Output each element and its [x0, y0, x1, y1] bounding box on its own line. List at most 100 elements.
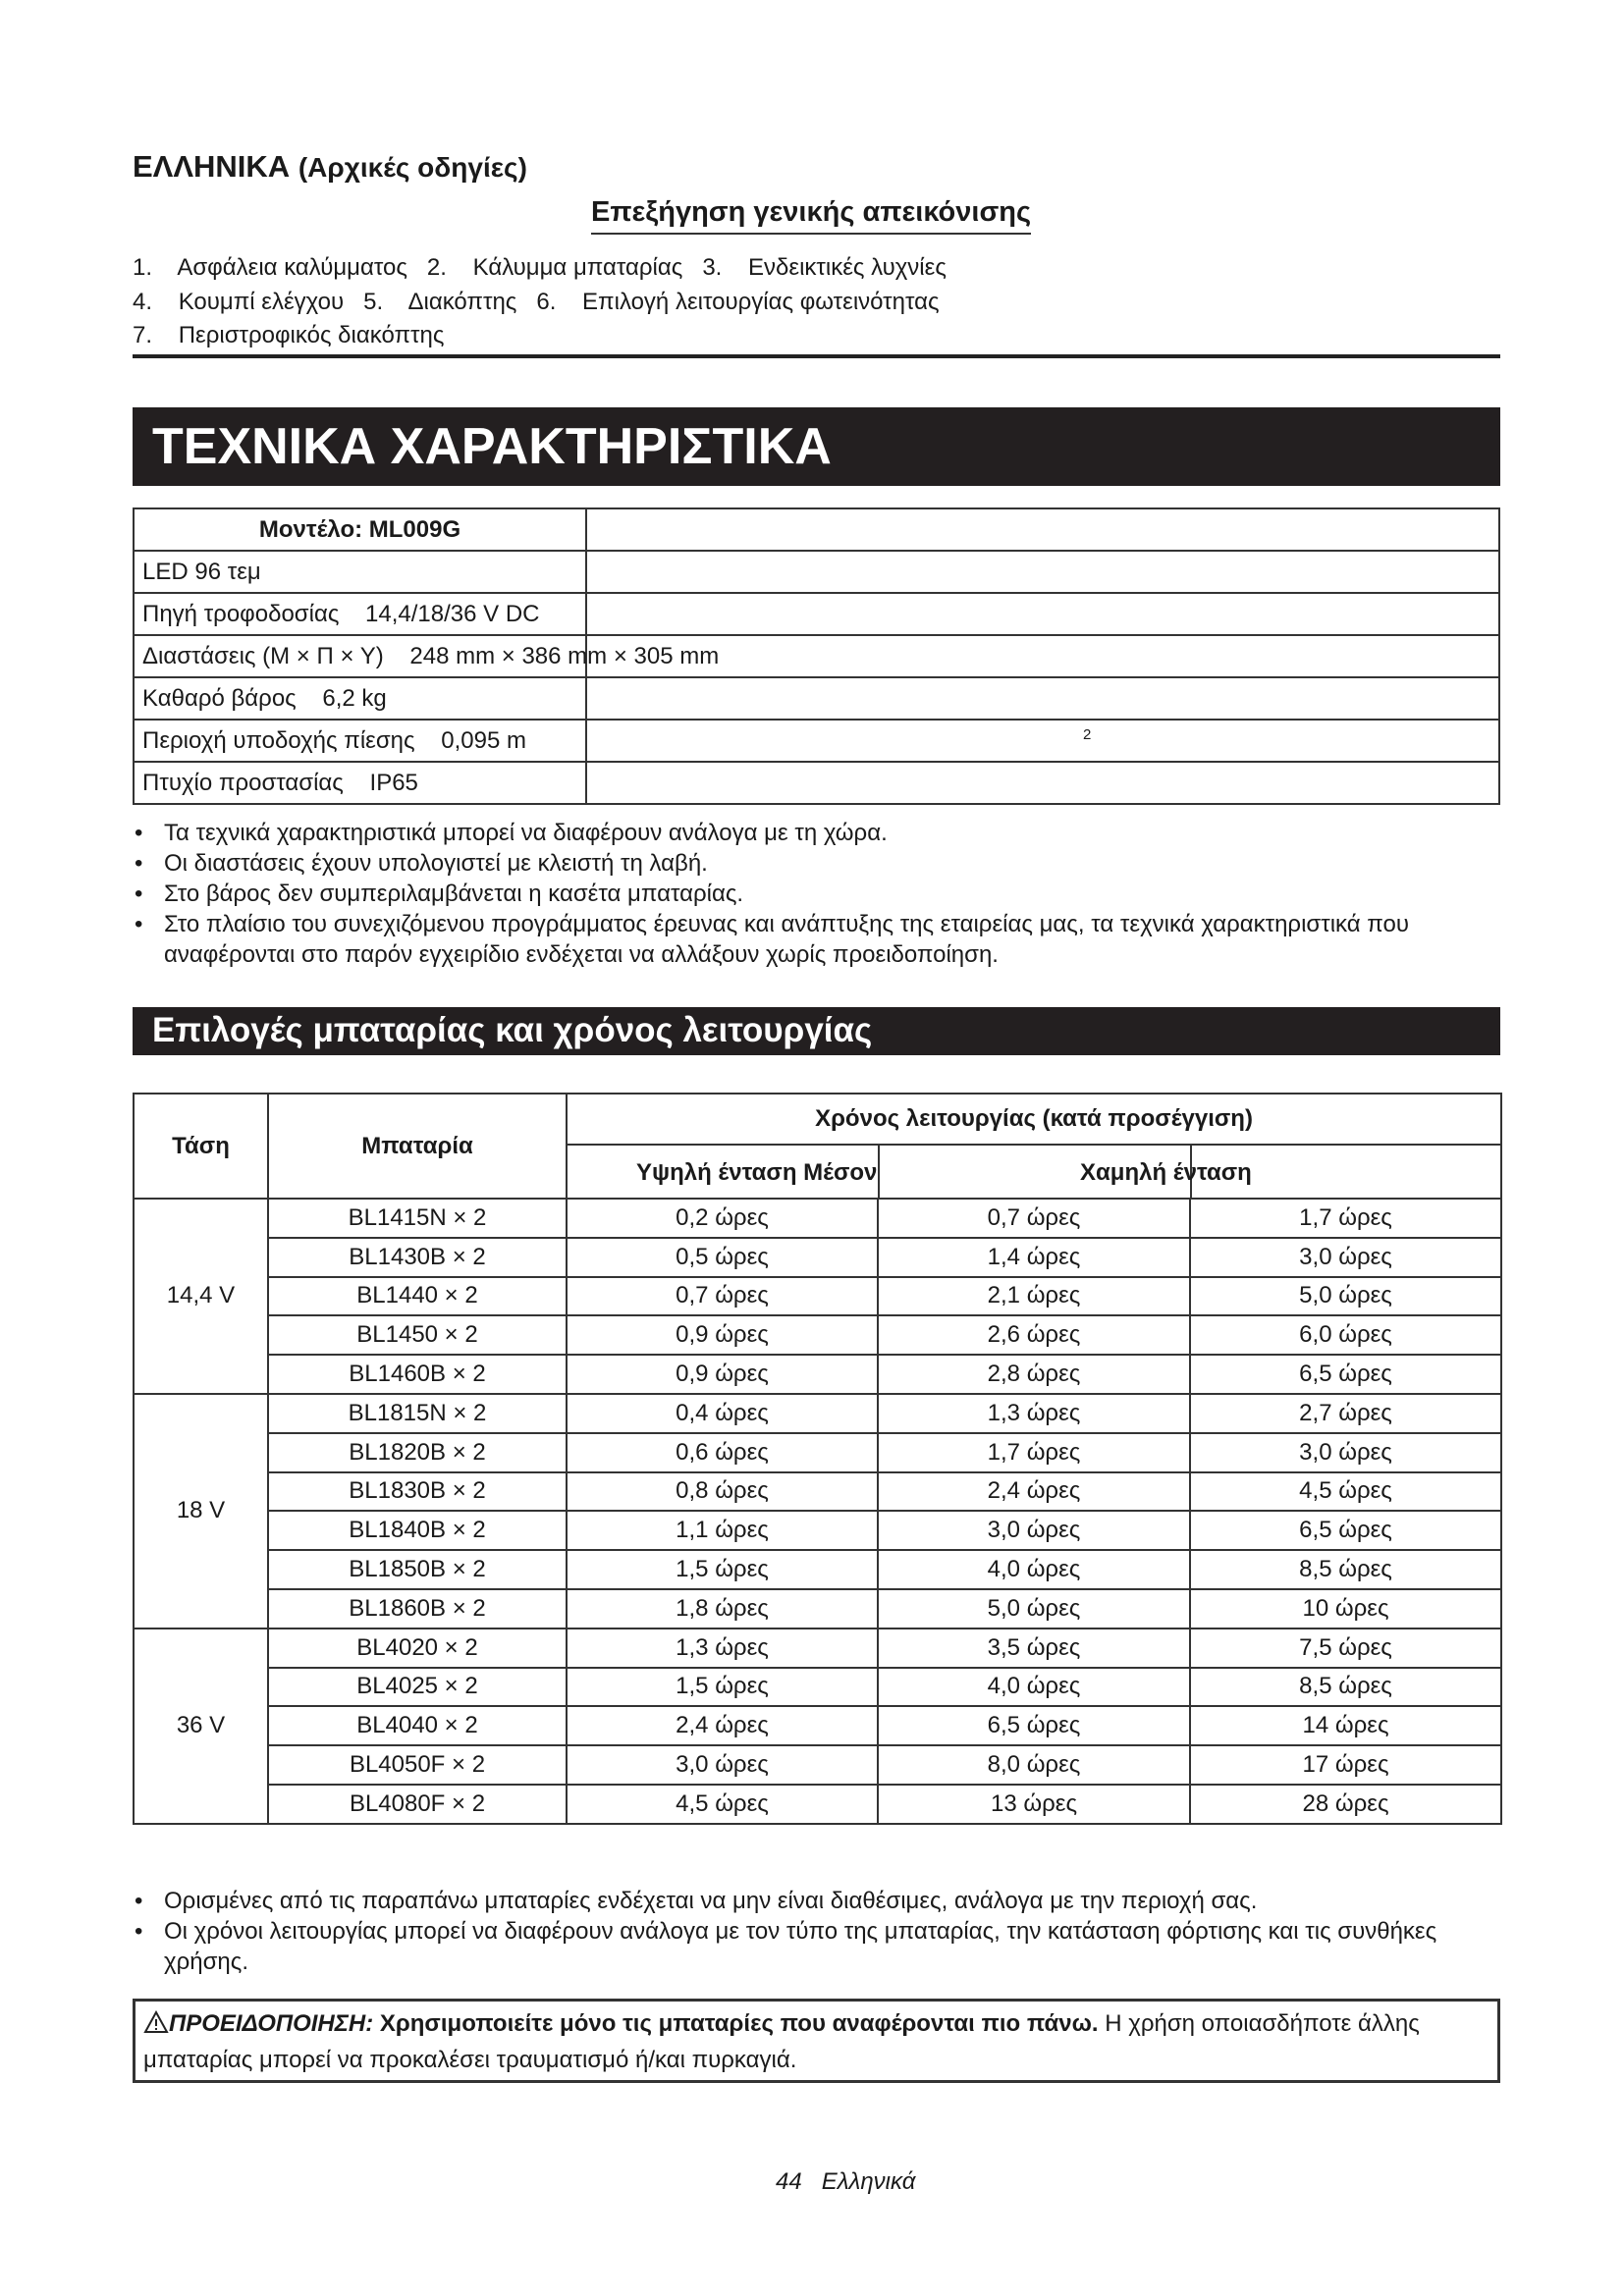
battery-banner: Επιλογές μπαταρίας και χρόνος λειτουργία… [133, 1007, 1500, 1055]
parts-line-1: 1. Ασφάλεια καλύμματος 2. Κάλυμμα μπαταρ… [133, 254, 947, 281]
runtime-high: 0,8 ώρες [566, 1470, 879, 1513]
voltage-cell: 14,4 V [133, 1198, 269, 1395]
spec-row: Πτυχίο προστασίας IP65 [133, 761, 1500, 805]
runtime-mid: 1,4 ώρες [877, 1236, 1191, 1278]
note-item: Στο πλαίσιο του συνεχιζόμενου προγράμματ… [133, 909, 1500, 970]
runtime-high: 1,1 ώρες [566, 1510, 879, 1552]
header-battery: Μπαταρία [267, 1093, 568, 1200]
header-low: Χαμηλή ένταση [1080, 1159, 1252, 1186]
note-item: Ορισμένες από τις παραπάνω μπαταρίες ενδ… [133, 1886, 1500, 1916]
warning-box: ΠΡΟΕΙΔΟΠΟΙΗΣΗ: Χρησιμοποιείτε μόνο τις μ… [133, 1999, 1500, 2083]
spec-label: Μοντέλο: ML009G [133, 507, 587, 552]
spec-empty-cell [585, 634, 1500, 678]
warning-bold: Χρησιμοποιείτε μόνο τις μπαταρίες που αν… [373, 2010, 1099, 2037]
battery-model: BL1460B × 2 [267, 1354, 568, 1395]
runtime-high: 0,7 ώρες [566, 1275, 879, 1317]
divider [1190, 1146, 1192, 1198]
table-row: BL1450 × 2 0,9 ώρες 2,6 ώρες 6,0 ώρες [134, 1314, 1503, 1357]
spec-row: LED 96 τεμ [133, 550, 1500, 594]
spec-empty-cell [585, 550, 1500, 594]
spec-label: Πτυχίο προστασίας IP65 [133, 761, 587, 805]
battery-model: BL4050F × 2 [267, 1744, 568, 1786]
runtime-mid: 1,3 ώρες [877, 1392, 1191, 1434]
table-row: BL4080F × 2 4,5 ώρες 13 ώρες 28 ώρες [134, 1783, 1503, 1825]
language-sub: (Αρχικές οδηγίες) [298, 152, 527, 183]
warning-label: ΠΡΟΕΙΔΟΠΟΙΗΣΗ: [169, 2010, 374, 2037]
table-row: BL4040 × 2 2,4 ώρες 6,5 ώρες 14 ώρες [134, 1705, 1503, 1747]
spec-empty-cell [585, 676, 1500, 721]
table-row: BL4050F × 2 3,0 ώρες 8,0 ώρες 17 ώρες [134, 1744, 1503, 1786]
runtime-high: 1,3 ώρες [566, 1627, 879, 1669]
spec-row: Πηγή τροφοδοσίας 14,4/18/36 V DC [133, 592, 1500, 636]
runtime-low: 6,0 ώρες [1188, 1314, 1503, 1357]
table-row: BL1820B × 2 0,6 ώρες 1,7 ώρες 3,0 ώρες [134, 1431, 1503, 1473]
runtime-low: 5,0 ώρες [1188, 1275, 1503, 1317]
battery-model: BL1850B × 2 [267, 1549, 568, 1590]
warning-text: Η χρήση οποιασδήποτε άλλης μπαταρίας μπο… [143, 2010, 1420, 2073]
runtime-low: 28 ώρες [1188, 1783, 1503, 1825]
superscript: 2 [1083, 726, 1092, 743]
note-item: Τα τεχνικά χαρακτηριστικά μπορεί να διαφ… [133, 818, 1500, 848]
runtime-low: 6,5 ώρες [1188, 1510, 1503, 1552]
battery-model: BL1820B × 2 [267, 1431, 568, 1473]
header-high-mid: Υψηλή ένταση Μέσον [636, 1159, 878, 1186]
runtime-low: 8,5 ώρες [1188, 1666, 1503, 1708]
battery-model: BL1415N × 2 [267, 1198, 568, 1239]
spec-row: Περιοχή υποδοχής πίεσης 0,095 m [133, 719, 1500, 763]
specs-notes: Τα τεχνικά χαρακτηριστικά μπορεί να διαφ… [133, 818, 1500, 970]
runtime-mid: 8,0 ώρες [877, 1744, 1191, 1786]
table-row: 14,4 V BL1415N × 2 0,2 ώρες 0,7 ώρες 1,7 ώρε… [133, 1198, 1503, 1395]
table-row: 18 V BL1815N × 2 0,4 ώρες 1,3 ώρες 2,7 ώρες [133, 1392, 1503, 1629]
runtime-mid: 2,8 ώρες [877, 1354, 1191, 1395]
runtime-high: 0,9 ώρες [566, 1314, 879, 1357]
spec-empty-cell [585, 592, 1500, 636]
voltage-cell: 18 V [133, 1392, 269, 1629]
runtime-low: 3,0 ώρες [1188, 1236, 1503, 1278]
battery-model: BL4025 × 2 [267, 1666, 568, 1708]
divider [878, 1146, 880, 1198]
spec-label: Διαστάσεις (Μ × Π × Υ) 248 mm × 386 mm ×… [133, 634, 719, 678]
runtime-mid: 4,0 ώρες [877, 1549, 1191, 1590]
parts-line-3: 7. Περιστροφικός διακόπτης [133, 322, 445, 348]
runtime-mid: 3,5 ώρες [877, 1627, 1191, 1669]
spec-empty-cell [585, 719, 1500, 763]
runtime-mid: 0,7 ώρες [877, 1198, 1191, 1239]
runtime-high: 1,8 ώρες [566, 1587, 879, 1629]
runtime-mid: 6,5 ώρες [877, 1705, 1191, 1747]
page-number: 44 [776, 2168, 802, 2195]
voltage-cell: 36 V [133, 1627, 269, 1825]
runtime-mid: 13 ώρες [877, 1783, 1191, 1825]
note-item: Οι χρόνοι λειτουργίας μπορεί να διαφέρου… [133, 1916, 1500, 1977]
runtime-high: 0,5 ώρες [566, 1236, 879, 1278]
table-row: BL1460B × 2 0,9 ώρες 2,8 ώρες 6,5 ώρες [134, 1354, 1503, 1395]
runtime-mid: 2,1 ώρες [877, 1275, 1191, 1317]
language-label: ΕΛΛΗΝΙΚΑ [133, 149, 291, 184]
battery-model: BL1840B × 2 [267, 1510, 568, 1552]
runtime-mid: 2,4 ώρες [877, 1470, 1191, 1513]
spec-row: Μοντέλο: ML009G [133, 507, 1500, 552]
runtime-high: 0,4 ώρες [566, 1392, 879, 1434]
spec-label: Καθαρό βάρος 6,2 kg [133, 676, 587, 721]
runtime-high: 0,2 ώρες [566, 1198, 879, 1239]
battery-model: BL1830B × 2 [267, 1470, 568, 1513]
battery-model: BL1860B × 2 [267, 1587, 568, 1629]
runtime-mid: 4,0 ώρες [877, 1666, 1191, 1708]
runtime-low: 1,7 ώρες [1188, 1198, 1503, 1239]
runtime-high: 3,0 ώρες [566, 1744, 879, 1786]
runtime-mid: 5,0 ώρες [877, 1587, 1191, 1629]
runtime-mid: 2,6 ώρες [877, 1314, 1191, 1357]
specs-table: Μοντέλο: ML009G LED 96 τεμ Πηγή τροφοδοσία… [133, 507, 1500, 805]
note-item: Στο βάρος δεν συμπεριλαμβάνεται η κασέτα… [133, 879, 1500, 909]
runtime-subheader: Υψηλή ένταση Μέσον Χαμηλή ένταση [568, 1146, 1500, 1198]
runtime-low: 8,5 ώρες [1188, 1549, 1503, 1590]
battery-model: BL4040 × 2 [267, 1705, 568, 1747]
runtime-low: 3,0 ώρες [1188, 1431, 1503, 1473]
battery-model: BL4080F × 2 [267, 1783, 568, 1825]
language-heading: ΕΛΛΗΝΙΚΑ (Αρχικές οδηγίες) [133, 149, 527, 185]
runtime-low: 6,5 ώρες [1188, 1354, 1503, 1395]
table-row: BL1430B × 2 0,5 ώρες 1,4 ώρες 3,0 ώρες [134, 1236, 1503, 1278]
runtime-high: 2,4 ώρες [566, 1705, 879, 1747]
runtime-low: 4,5 ώρες [1188, 1470, 1503, 1513]
runtime-high: 0,6 ώρες [566, 1431, 879, 1473]
runtime-low: 10 ώρες [1188, 1587, 1503, 1629]
